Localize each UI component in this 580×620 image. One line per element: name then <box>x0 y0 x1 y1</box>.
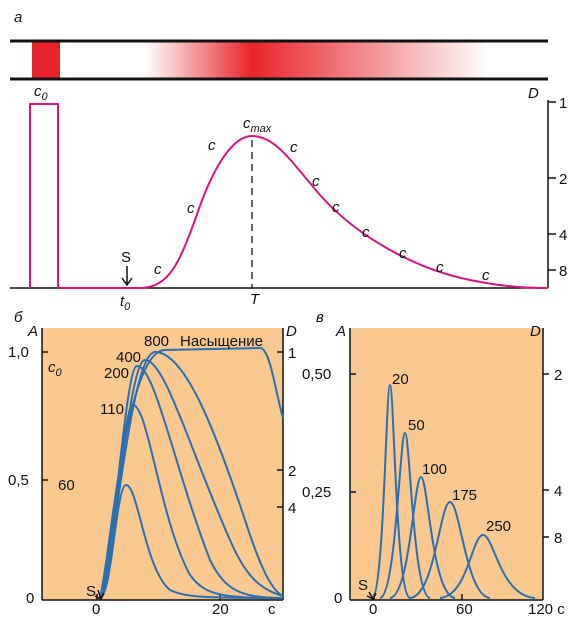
label: 8 <box>559 263 567 280</box>
label: c <box>34 83 42 100</box>
label: б <box>14 309 23 326</box>
label: 20 <box>392 371 409 388</box>
label: c0 <box>48 359 63 379</box>
label: T <box>250 291 261 308</box>
label: с <box>557 601 565 615</box>
label: Насыщение <box>180 333 263 350</box>
label: 1 <box>288 345 296 362</box>
s-arrow <box>121 266 133 287</box>
curve <box>99 483 284 599</box>
label: 4 <box>288 500 296 517</box>
label: 175 <box>452 487 477 504</box>
label: S <box>86 583 96 600</box>
pulse <box>29 103 59 288</box>
label: 1,0 <box>8 344 29 361</box>
label: 100 <box>422 461 447 478</box>
curve <box>94 589 105 601</box>
plot-area <box>350 328 543 600</box>
curve <box>439 533 536 599</box>
label: 4 <box>554 483 562 500</box>
pulse-band <box>32 42 60 78</box>
label: 110 <box>100 401 124 418</box>
label: 0 <box>369 601 377 615</box>
label: 0 <box>42 91 49 103</box>
label: S <box>358 577 368 594</box>
label: c <box>243 115 251 132</box>
d-ticks <box>548 101 556 271</box>
label: 800 <box>144 333 169 350</box>
label: 0 <box>56 367 63 379</box>
label: 20 <box>212 601 229 615</box>
label: 60 <box>58 477 75 494</box>
t0-label: t0 <box>120 293 131 313</box>
label: c <box>436 259 444 276</box>
curve <box>371 383 411 599</box>
breakthrough-curves <box>99 346 284 599</box>
label: 0 <box>26 590 34 607</box>
label: 50 <box>408 417 425 434</box>
label: 8 <box>554 530 562 547</box>
curve <box>379 431 431 599</box>
label: c <box>482 267 490 284</box>
label: 0 <box>124 301 131 313</box>
label: 0,25 <box>302 484 331 501</box>
panel-label: а <box>14 9 22 26</box>
peaks <box>371 383 536 599</box>
label: 0,50 <box>302 366 331 383</box>
label: c <box>48 359 56 376</box>
label: 400 <box>116 349 141 366</box>
label: c <box>399 245 407 262</box>
curve <box>366 591 377 601</box>
label: 0 <box>334 590 342 607</box>
label: A <box>335 323 346 340</box>
curve <box>389 475 456 599</box>
label: 60 <box>456 601 473 615</box>
label: A <box>27 323 38 340</box>
label: c <box>362 224 370 241</box>
label: c <box>154 261 162 278</box>
label: 250 <box>486 518 511 535</box>
label: в <box>316 309 324 326</box>
label: 0,5 <box>8 472 29 489</box>
label: c <box>208 137 216 154</box>
curve <box>99 350 284 599</box>
label: c <box>312 173 320 190</box>
label: с <box>268 601 276 615</box>
label: c <box>187 200 195 217</box>
label: 2 <box>554 367 562 384</box>
curve <box>409 500 491 599</box>
label: c <box>290 139 298 156</box>
c0-label: c0 <box>34 83 49 103</box>
label: D <box>528 85 539 102</box>
label: 120 <box>528 601 553 615</box>
label: 1 <box>559 95 567 112</box>
label: D <box>530 323 541 340</box>
label: 4 <box>559 227 567 244</box>
label: max <box>251 123 272 135</box>
label: 200 <box>104 365 129 382</box>
label: c <box>332 199 340 216</box>
label: 2 <box>288 463 296 480</box>
label: t <box>120 293 125 310</box>
label: D <box>286 323 297 340</box>
zone-curve <box>60 134 549 289</box>
gradient-band <box>145 42 490 78</box>
x-end: 120 с <box>528 601 565 615</box>
label: S <box>121 249 131 266</box>
label: 0 <box>92 601 100 615</box>
curve <box>99 346 284 599</box>
cmax-label: cmax <box>243 115 272 135</box>
label: 2 <box>559 171 567 188</box>
plot-area <box>42 328 283 600</box>
